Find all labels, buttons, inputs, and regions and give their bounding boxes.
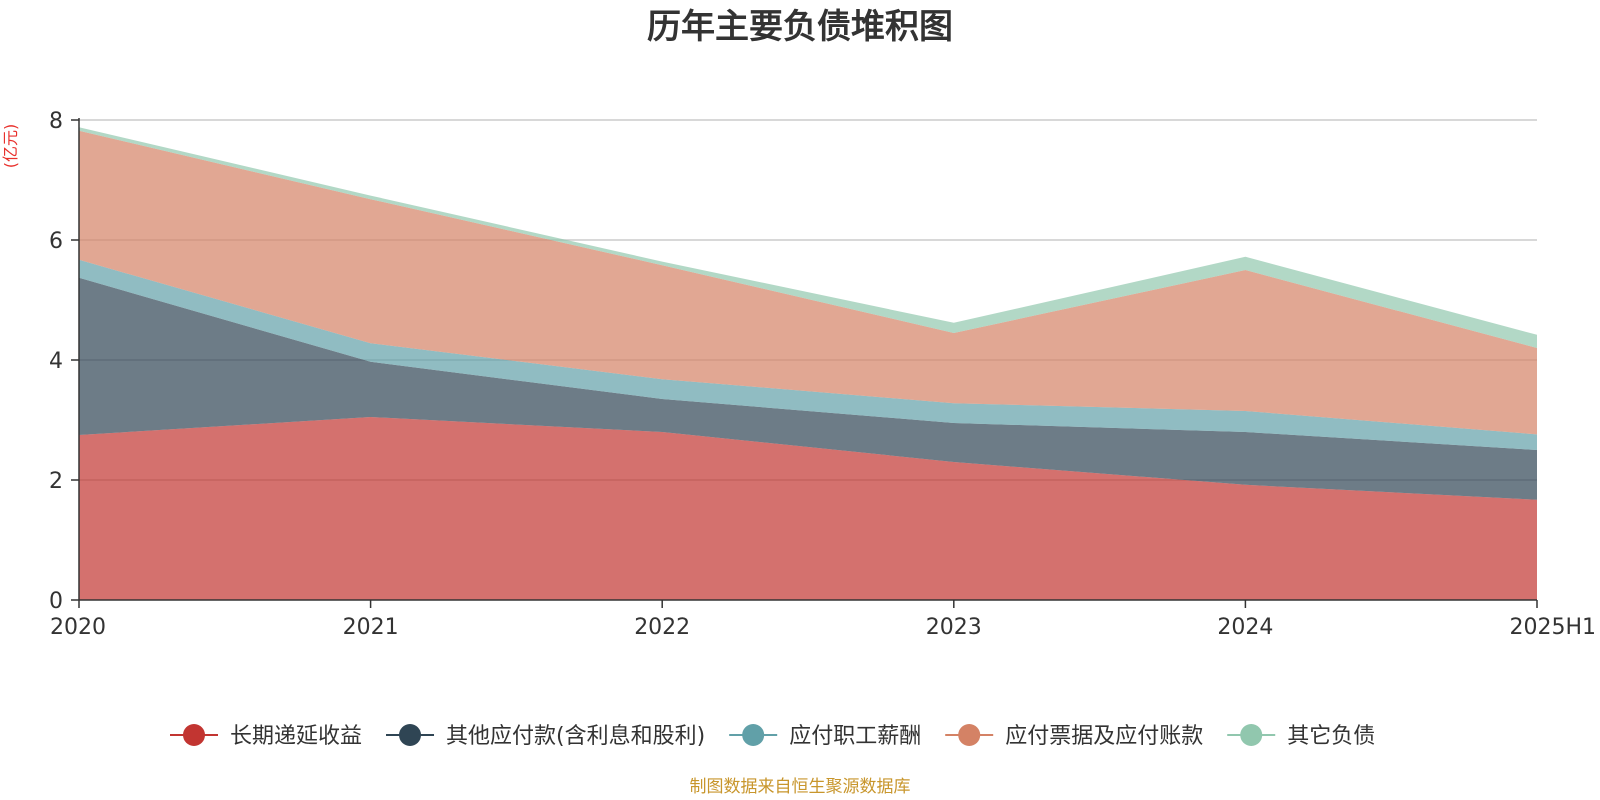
legend-marker	[958, 724, 981, 746]
legend-label: 其它负债	[1287, 724, 1375, 749]
area-series-2	[79, 277, 1537, 500]
legend-label: 长期递延收益	[230, 724, 362, 749]
legend-label: 其他应付款(含利息和股利)	[446, 724, 705, 749]
y-tick-label: 8	[49, 109, 63, 134]
legend-label: 应付票据及应付账款	[1005, 724, 1203, 749]
legend-item[interactable]: 其他应付款(含利息和股利)	[386, 724, 705, 749]
chart-title: 历年主要负债堆积图	[647, 7, 953, 47]
x-tick-label: 2021	[343, 615, 399, 640]
legend-marker	[742, 724, 765, 746]
x-tick-label: 2024	[1217, 615, 1273, 640]
area-series-1	[79, 417, 1537, 600]
y-tick-label: 2	[49, 469, 63, 494]
legend[interactable]: 长期递延收益 其他应付款(含利息和股利) 应付职工薪酬 应付票据及应付账款 其它负债	[170, 724, 1375, 749]
legend-label: 应付职工薪酬	[789, 724, 921, 749]
y-axis-unit: (亿元)	[1, 124, 20, 169]
area-series	[79, 127, 1537, 600]
legend-item[interactable]: 应付票据及应付账款	[945, 724, 1203, 749]
x-tick-label: 2020	[50, 615, 106, 640]
legend-marker	[399, 724, 422, 746]
x-tick-label: 2022	[634, 615, 690, 640]
data-source-note: 制图数据来自恒生聚源数据库	[690, 777, 911, 797]
legend-item[interactable]: 应付职工薪酬	[729, 724, 921, 749]
y-tick-label: 6	[49, 229, 63, 254]
x-tick-label: 2025H1	[1509, 615, 1596, 640]
axes: 0 2 4 6 8 2020 2021 2022 2023 2024 2025H1	[49, 109, 1596, 640]
area-series-3	[79, 259, 1537, 450]
x-tick-label: 2023	[926, 615, 982, 640]
legend-item[interactable]: 其它负债	[1227, 724, 1375, 749]
y-tick-label: 4	[49, 349, 63, 374]
legend-marker	[1240, 724, 1263, 746]
legend-item[interactable]: 长期递延收益	[170, 724, 362, 749]
y-tick-label: 0	[49, 589, 63, 614]
legend-marker	[183, 724, 205, 746]
area-series-4	[79, 130, 1537, 435]
